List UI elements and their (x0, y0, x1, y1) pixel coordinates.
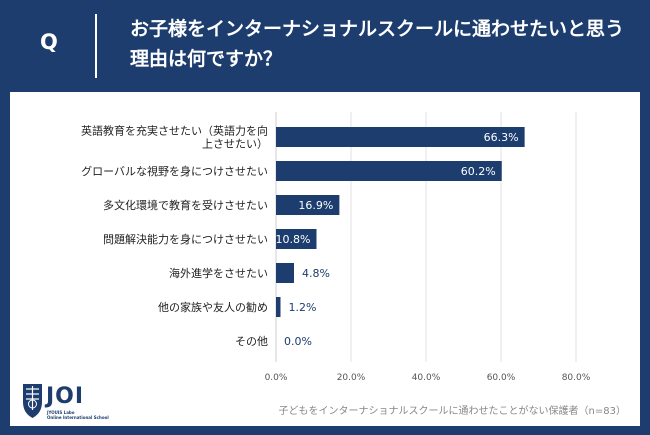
x-tick-label: 80.0% (562, 373, 591, 383)
bar (276, 195, 340, 215)
x-tick-label: 20.0% (337, 373, 366, 383)
value-label: 66.3% (484, 131, 519, 144)
category-label: グローバルな視野を身につけさせたい (81, 164, 268, 178)
bar (276, 229, 317, 249)
value-label: 16.9% (298, 199, 333, 212)
bar (276, 161, 502, 181)
value-label: 0.0% (284, 335, 312, 348)
logo-subtitle: JYOUIS Labo (47, 410, 75, 415)
value-label: 60.2% (461, 165, 496, 178)
bar-chart: 0.0% 20.0% 40.0% 60.0% 80.0% 英語教育を充実させたい（英語力を… (81, 112, 591, 383)
value-label: 1.2% (289, 301, 317, 314)
bar (276, 263, 294, 283)
category-label: 多文化環境で教育を受けさせたい (103, 198, 268, 212)
chart-card: 0.0% 20.0% 40.0% 60.0% 80.0% 英語教育を充実させたい（英語力を… (10, 92, 640, 426)
sample-note: 子どもをインターナショナルスクールに通わせたことがない保護者（n=83） (278, 406, 626, 417)
value-label: 10.8% (276, 233, 311, 246)
x-tick-label: 40.0% (412, 373, 441, 383)
x-tick-label: 60.0% (487, 373, 516, 383)
category-label: 英語教育を充実させたい（英語力を向 (81, 124, 268, 138)
category-label: その他 (235, 335, 268, 348)
category-label: 問題解決能力を身につけさせたい (103, 232, 268, 246)
category-label: 上させたい） (202, 138, 268, 151)
category-label: 他の家族や友人の勧め (158, 300, 268, 314)
bar (276, 297, 281, 317)
joi-logo (23, 384, 42, 418)
x-tick-label: 0.0% (265, 373, 288, 383)
header: Q お子様をインターナショナルスクールに通わせたいと思う理由は何ですか？ (0, 0, 650, 92)
bar (276, 127, 525, 147)
logo-text: JOI (46, 384, 85, 409)
question-title: お子様をインターナショナルスクールに通わせたいと思う理由は何ですか？ (130, 18, 625, 70)
logo-subtitle-2: Online International School (47, 415, 109, 420)
question-mark-label: Q (40, 30, 58, 54)
header-divider (95, 14, 97, 78)
shield-icon (23, 384, 42, 418)
category-label: 海外進学をさせたい (169, 266, 268, 280)
value-label: 4.8% (302, 267, 330, 280)
